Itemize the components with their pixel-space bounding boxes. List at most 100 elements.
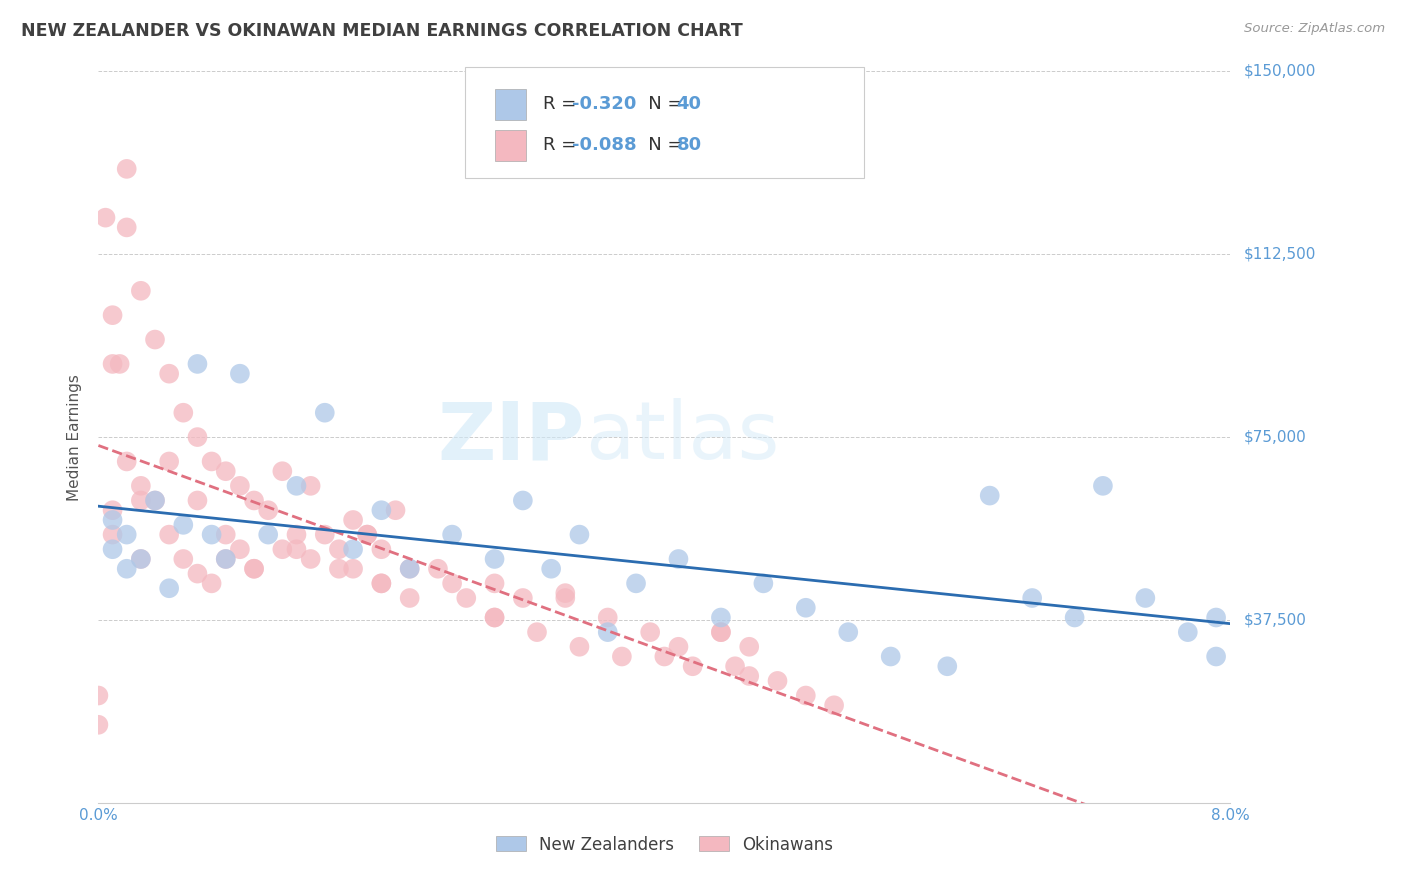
Point: [738, 669, 761, 683]
Point: [668, 640, 690, 654]
Point: [129, 479, 152, 493]
Point: [398, 591, 420, 605]
Text: R =: R =: [543, 95, 582, 113]
Point: [101, 357, 124, 371]
Point: [201, 576, 224, 591]
Text: ZIP: ZIP: [437, 398, 585, 476]
Point: [596, 625, 619, 640]
Point: [314, 406, 336, 420]
Point: [752, 576, 775, 591]
Point: [710, 625, 733, 640]
Point: [314, 527, 336, 541]
Point: [710, 625, 733, 640]
Point: [271, 542, 294, 557]
Point: [243, 562, 266, 576]
Point: [271, 464, 294, 478]
Point: [794, 600, 817, 615]
Point: [215, 552, 238, 566]
Point: [638, 625, 661, 640]
Point: [143, 493, 166, 508]
Text: $150,000: $150,000: [1244, 64, 1316, 78]
Point: [129, 284, 152, 298]
Point: [94, 211, 117, 225]
Text: 40: 40: [676, 95, 702, 113]
Point: [299, 552, 322, 566]
Point: [115, 161, 138, 176]
Point: [328, 542, 350, 557]
Point: [484, 610, 506, 624]
Point: [101, 513, 124, 527]
Point: [554, 586, 576, 600]
Point: [172, 406, 194, 420]
Point: [1091, 479, 1114, 493]
Point: [157, 367, 180, 381]
Point: [526, 625, 548, 640]
Point: [682, 659, 704, 673]
Point: [427, 562, 450, 576]
Point: [229, 542, 252, 557]
Point: [143, 493, 166, 508]
Point: [285, 479, 308, 493]
Point: [1205, 610, 1227, 624]
Point: [652, 649, 676, 664]
Point: [186, 430, 208, 444]
Point: [568, 527, 591, 541]
Point: [794, 689, 817, 703]
Text: Source: ZipAtlas.com: Source: ZipAtlas.com: [1244, 22, 1385, 36]
Point: [398, 562, 420, 576]
Point: [172, 552, 194, 566]
Text: atlas: atlas: [585, 398, 779, 476]
Point: [936, 659, 959, 673]
Point: [243, 562, 266, 576]
Point: [157, 527, 180, 541]
Point: [512, 591, 534, 605]
Point: [370, 576, 392, 591]
Point: [186, 357, 208, 371]
Point: [108, 357, 131, 371]
Point: [441, 576, 464, 591]
Point: [1021, 591, 1043, 605]
Point: [356, 527, 378, 541]
Point: [243, 493, 266, 508]
Point: [101, 542, 124, 557]
Point: [554, 591, 576, 605]
Point: [87, 718, 110, 732]
Point: [342, 562, 364, 576]
Point: [738, 640, 761, 654]
Point: [285, 542, 308, 557]
Point: [115, 220, 138, 235]
Point: [87, 689, 110, 703]
Legend: New Zealanders, Okinawans: New Zealanders, Okinawans: [489, 829, 839, 860]
Point: [1135, 591, 1157, 605]
Point: [115, 454, 138, 468]
Point: [724, 659, 747, 673]
Point: [610, 649, 633, 664]
Point: [257, 503, 280, 517]
Point: [186, 493, 208, 508]
Point: [129, 493, 152, 508]
Point: [668, 552, 690, 566]
Point: [186, 566, 208, 581]
Point: [229, 367, 252, 381]
Point: [624, 576, 647, 591]
Point: [342, 542, 364, 557]
Point: [370, 542, 392, 557]
Point: [201, 454, 224, 468]
Point: [115, 527, 138, 541]
Point: [456, 591, 478, 605]
Point: [384, 503, 406, 517]
Point: [229, 479, 252, 493]
Point: [129, 552, 152, 566]
Text: R =: R =: [543, 136, 582, 154]
Point: [837, 625, 859, 640]
Point: [1205, 649, 1227, 664]
Point: [143, 333, 166, 347]
Point: [979, 489, 1001, 503]
Point: [370, 503, 392, 517]
Y-axis label: Median Earnings: Median Earnings: [67, 374, 83, 500]
Point: [484, 576, 506, 591]
Text: -0.320: -0.320: [572, 95, 637, 113]
Text: 80: 80: [676, 136, 702, 154]
Point: [1177, 625, 1199, 640]
Point: [512, 493, 534, 508]
